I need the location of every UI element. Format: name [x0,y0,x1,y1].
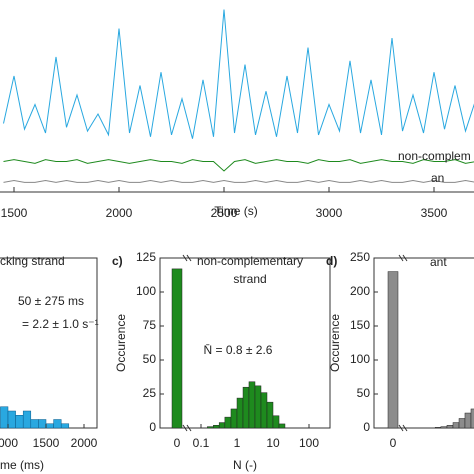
x-tick-label: 1 [234,436,241,450]
annotation: ant [430,255,447,269]
y-tick-label: 0 [149,420,156,434]
x-tick-label: 1500 [33,436,60,450]
annotation: cking strand [0,254,65,268]
bar [278,423,286,429]
x-tick-label: 0 [390,436,397,450]
trace-label: non-complem [398,149,471,163]
bar [60,423,70,429]
x-tick-label: 0.1 [193,436,210,450]
bar [213,425,220,429]
y-tick-label: 100 [136,284,156,298]
bar [434,427,442,429]
y-tick-label: 50 [357,386,371,400]
annotation: non-complementary [197,254,303,268]
bar [45,423,54,429]
y-tick-label: 0 [363,420,370,434]
x-axis-label: Time (s) [214,204,258,218]
y-tick-label: 200 [350,284,370,298]
y-axis-label: Occurence [114,314,128,372]
annotation: 50 ± 275 ms [18,294,84,308]
x-tick-label: 100 [299,436,319,450]
plot-frame [0,257,98,429]
bar [22,410,32,429]
bar [15,415,24,429]
bar [446,425,454,429]
x-tick-label: 3000 [316,206,343,220]
y-axis-label: Occurence [328,314,342,372]
bar [30,419,39,429]
y-tick-label: 75 [143,318,157,332]
bar [207,426,214,429]
bar [266,401,274,429]
bar [242,386,250,429]
x-tick-label: 2500 [211,206,238,220]
y-tick-label: 25 [143,386,157,400]
x-tick-label: 0 [174,436,181,450]
bar [458,418,466,429]
bar [236,397,244,429]
bar [464,412,472,429]
x-tick-label: 2000 [106,206,133,220]
panel-label: d) [326,254,337,268]
bar [224,416,232,429]
x-tick-label: 000 [0,436,18,450]
annotation: N̄ = 0.8 ± 2.6 [204,343,273,357]
plot-frame [373,257,474,429]
bar [272,415,280,429]
x-tick-label: 10 [266,436,280,450]
x-axis-label: me (ms) [0,458,44,472]
annotation: = 2.2 ± 1.0 s⁻¹ [22,317,99,331]
x-tick-label: 1500 [1,206,28,220]
x-axis-label: N (-) [233,458,257,472]
bar [260,392,268,429]
y-tick-label: 250 [350,250,370,264]
bar [7,410,16,429]
bar [387,271,399,429]
x-tick-label: 3500 [421,206,448,220]
bar [452,422,460,429]
bar [230,408,238,429]
bar [248,381,256,429]
bar [53,419,62,429]
trace-label: an [431,171,444,185]
y-tick-label: 50 [143,352,157,366]
bar [218,422,226,429]
bar [171,268,183,429]
trace [3,159,474,172]
annotation: strand [233,272,266,286]
bar [440,426,448,429]
bar [38,419,47,429]
y-tick-label: 125 [136,250,156,264]
bar [0,406,9,429]
bar [254,385,262,429]
trace [3,9,474,139]
trace [3,179,474,183]
y-tick-label: 100 [350,352,370,366]
y-tick-label: 150 [350,318,370,332]
panel-label: c) [112,254,123,268]
x-tick-label: 2000 [71,436,98,450]
